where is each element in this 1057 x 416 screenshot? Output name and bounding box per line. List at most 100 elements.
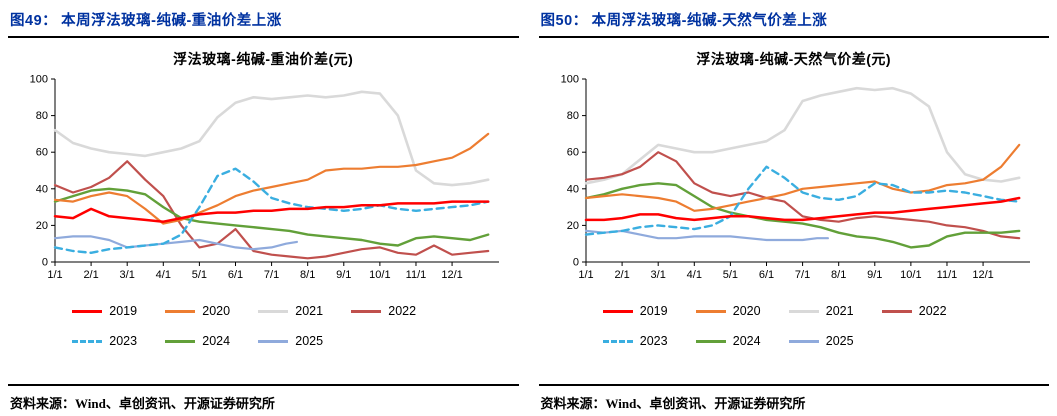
- y-tick-label: 0: [573, 257, 579, 269]
- source-note: 资料来源：Wind、卓创资讯、开源证券研究所: [538, 384, 1049, 416]
- x-tick-label: 9/1: [867, 269, 882, 281]
- figure-number: 图50：: [540, 13, 588, 29]
- source-text: Wind、卓创资讯、开源证券研究所: [75, 396, 275, 411]
- series-line-2019: [584, 196, 1021, 222]
- line-chart-heavy-oil: 0 20 40 60 80 100 1/1 2/1 3/1 4/1 5/1 6/1 7/1 8/1 9/1 1…: [8, 71, 519, 286]
- legend-label: 2021: [825, 304, 854, 318]
- legend-label: 2022: [388, 304, 417, 318]
- legend-item-2021: 2021: [788, 296, 882, 326]
- y-tick-label: 20: [567, 220, 579, 232]
- legend-label: 2022: [918, 304, 947, 318]
- x-tick-label: 5/1: [722, 269, 737, 281]
- x-tick-label: 2/1: [84, 269, 99, 281]
- legend-item-2020: 2020: [695, 296, 789, 326]
- y-tick-label: 100: [560, 74, 578, 86]
- x-tick-label: 2/1: [614, 269, 629, 281]
- x-tick-label: 7/1: [795, 269, 810, 281]
- figure-number: 图49：: [10, 13, 58, 29]
- x-tick-label: 12/1: [972, 269, 993, 281]
- legend-label: 2023: [109, 334, 138, 348]
- x-tick-label: 9/1: [336, 269, 351, 281]
- y-tick-label: 80: [567, 110, 579, 122]
- legend-line-swatch: [165, 339, 196, 343]
- x-tick-label: 3/1: [120, 269, 135, 281]
- y-tick-label: 80: [36, 110, 48, 122]
- line-chart-natural-gas: 0 20 40 60 80 100 1/1 2/1 3/1 4/1 5/1 6/1 7/1 8/1 9/1 1…: [539, 71, 1050, 286]
- series-line-2022: [584, 151, 1021, 240]
- x-tick-label: 5/1: [192, 269, 207, 281]
- legend-line-swatch: [165, 309, 196, 313]
- series-line-2025: [584, 229, 829, 242]
- legend-item-2023: 2023: [72, 326, 165, 356]
- x-tick-label: 10/1: [369, 269, 390, 281]
- legend-line-swatch: [258, 339, 289, 343]
- legend-item-2020: 2020: [165, 296, 258, 326]
- y-tick-label: 40: [36, 183, 48, 195]
- series-line-2020: [54, 132, 490, 225]
- legend-line-swatch: [881, 309, 912, 313]
- x-tick-label: 3/1: [650, 269, 665, 281]
- y-tick-label: 100: [30, 74, 48, 86]
- series-line-2021: [53, 90, 490, 187]
- legend-line-swatch: [351, 309, 382, 313]
- legend-line-swatch: [788, 309, 819, 313]
- x-tick-label: 4/1: [156, 269, 171, 281]
- source-label: 资料来源：: [540, 396, 606, 411]
- x-tick-label: 8/1: [831, 269, 846, 281]
- legend-label: 2019: [109, 304, 138, 318]
- series-line-2021: [584, 86, 1021, 185]
- chart-title: 浮法玻璃-纯碱-重油价差(元): [173, 51, 354, 67]
- x-tick-label: 10/1: [900, 269, 921, 281]
- legend-item-2019: 2019: [72, 296, 165, 326]
- chart-title: 浮法玻璃-纯碱-天然气价差(元): [696, 51, 892, 67]
- series-line-2025: [54, 235, 299, 251]
- legend-line-swatch: [258, 309, 289, 313]
- legend-label: 2025: [295, 334, 324, 348]
- legend-line-swatch: [72, 339, 103, 343]
- y-tick-label: 0: [42, 257, 48, 269]
- legend-label: 2019: [639, 304, 668, 318]
- legend-line-swatch: [72, 309, 103, 313]
- legend-item-2019: 2019: [602, 296, 696, 326]
- y-tick-label: 60: [36, 147, 48, 159]
- y-tick-label: 40: [567, 183, 579, 195]
- x-tick-label: 1/1: [578, 269, 593, 281]
- legend-label: 2021: [295, 304, 324, 318]
- legend-item-2024: 2024: [695, 326, 789, 356]
- legend-line-swatch: [695, 339, 726, 343]
- legend-label: 2024: [202, 334, 231, 348]
- x-tick-label: 6/1: [759, 269, 774, 281]
- series-line-2020: [584, 143, 1021, 212]
- legend-line-swatch: [602, 309, 633, 313]
- x-tick-label: 12/1: [442, 269, 463, 281]
- chart-legend: 2019 2020 2021 2022 2023 2024 2025: [602, 296, 985, 356]
- y-tick-label: 20: [36, 220, 48, 232]
- series-line-2022: [54, 160, 490, 260]
- legend-item-2021: 2021: [258, 296, 351, 326]
- legend-label: 2025: [825, 334, 854, 348]
- figure-49-caption: 图49： 本周浮法玻璃-纯碱-重油价差上涨: [8, 4, 519, 38]
- legend-item-2023: 2023: [602, 326, 696, 356]
- figure-title: 本周浮法玻璃-纯碱-重油价差上涨: [61, 13, 282, 29]
- chart-legend: 2019 2020 2021 2022 2023 2024 2025: [72, 296, 454, 356]
- legend-item-2025: 2025: [788, 326, 882, 356]
- legend-line-swatch: [695, 309, 726, 313]
- source-label: 资料来源：: [10, 396, 76, 411]
- figure-title: 本周浮法玻璃-纯碱-天然气价差上涨: [591, 13, 828, 29]
- series-line-2024: [584, 182, 1021, 249]
- legend-item-2022: 2022: [881, 296, 975, 326]
- x-tick-label: 8/1: [300, 269, 315, 281]
- legend-item-2024: 2024: [165, 326, 258, 356]
- legend-line-swatch: [788, 339, 819, 343]
- legend-item-2022: 2022: [351, 296, 444, 326]
- x-tick-label: 4/1: [686, 269, 701, 281]
- series-line-2019: [54, 200, 490, 223]
- series-line-2023: [584, 165, 1021, 236]
- x-tick-label: 7/1: [264, 269, 279, 281]
- legend-label: 2020: [732, 304, 761, 318]
- legend-line-swatch: [602, 339, 633, 343]
- legend-label: 2024: [732, 334, 761, 348]
- figure-50-caption: 图50： 本周浮法玻璃-纯碱-天然气价差上涨: [538, 4, 1049, 38]
- y-tick-label: 60: [567, 147, 579, 159]
